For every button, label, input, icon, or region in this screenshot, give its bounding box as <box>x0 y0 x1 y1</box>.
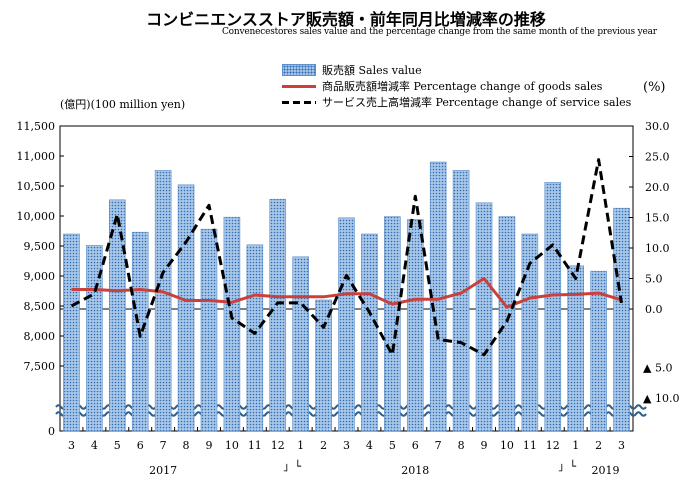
left-tick-label: 9,000 <box>24 270 56 283</box>
x-tick-label: 1 <box>297 439 304 452</box>
right-negative-tick-label: ▲ 5.0 <box>643 362 672 375</box>
year-label: 2017 <box>149 464 177 477</box>
right-tick-label: 10.0 <box>645 242 670 255</box>
right-negative-tick-label: ▲ 10.0 <box>643 392 679 405</box>
sales-bar <box>590 270 607 432</box>
x-tick-label: 5 <box>114 439 121 452</box>
service-change-line <box>70 158 623 357</box>
x-tick-label: 7 <box>435 439 442 452</box>
right-tick-label: 25.0 <box>645 151 670 164</box>
sales-bar <box>498 216 516 432</box>
x-tick-label: 3 <box>68 439 75 452</box>
sales-bar <box>200 228 218 432</box>
x-tick-label: 8 <box>183 439 190 452</box>
sales-bar <box>452 170 470 432</box>
sales-bar <box>315 299 332 432</box>
sales-bar <box>613 207 630 432</box>
sales-bar <box>109 199 126 432</box>
x-tick-label: 1 <box>572 439 579 452</box>
x-tick-label: 4 <box>366 439 373 452</box>
sales-bar <box>86 245 103 432</box>
sales-bar <box>544 182 562 432</box>
legend-item-goods: 商品販売額増減率 Percentage change of goods sale… <box>282 78 631 94</box>
left-tick-label: 8,000 <box>24 330 56 343</box>
sales-bar <box>223 216 241 432</box>
right-tick-label: 15.0 <box>645 212 670 225</box>
right-tick-label: 0.0 <box>645 303 663 316</box>
sales-bar <box>521 233 539 432</box>
left-tick-label: 9,500 <box>24 240 56 253</box>
left-tick-label: 7,500 <box>24 360 56 373</box>
x-tick-label: 6 <box>137 439 144 452</box>
year-break-mark: 」└ <box>558 459 576 473</box>
sales-bar <box>338 217 355 432</box>
sales-bar <box>154 170 172 432</box>
x-tick-label: 3 <box>618 439 625 452</box>
x-tick-label: 2 <box>595 439 602 452</box>
left-tick-label: 10,000 <box>17 210 56 223</box>
legend: 販売額 Sales value 商品販売額増減率 Percentage chan… <box>282 62 631 110</box>
goods-change-line <box>71 277 622 309</box>
x-tick-label: 10 <box>225 439 239 452</box>
legend-label-sales: 販売額 Sales value <box>322 64 422 77</box>
sales-bar <box>406 219 424 432</box>
sales-bar <box>63 233 80 432</box>
legend-item-service: サービス売上高増減率 Percentage change of service … <box>282 94 631 110</box>
legend-swatch-sales <box>282 64 316 76</box>
sales-bar <box>361 233 378 432</box>
sales-bar <box>177 184 195 432</box>
chart-subtitle: Convenecestores sales value and the perc… <box>222 27 657 37</box>
sales-bar <box>384 216 401 432</box>
sales-bar <box>246 244 264 432</box>
right-tick-label: 30.0 <box>645 120 670 133</box>
left-origin-label: 0 <box>48 425 55 438</box>
x-tick-label: 9 <box>205 439 212 452</box>
left-tick-label: 10,500 <box>17 180 56 193</box>
x-tick-label: 5 <box>389 439 396 452</box>
left-axis-unit: (億円)(100 million yen) <box>60 98 186 111</box>
x-tick-label: 11 <box>523 439 537 452</box>
legend-label-goods: 商品販売額増減率 Percentage change of goods sale… <box>322 80 603 93</box>
sales-bar <box>269 198 287 432</box>
x-tick-label: 12 <box>546 439 560 452</box>
chart-title: コンビニエンスストア販売額・前年同月比増減率の推移 <box>146 10 546 29</box>
left-tick-label: 11,000 <box>17 150 56 163</box>
right-tick-label: 20.0 <box>645 181 670 194</box>
x-tick-label: 9 <box>481 439 488 452</box>
left-tick-label: 8,500 <box>24 300 56 313</box>
x-tick-label: 8 <box>458 439 465 452</box>
legend-swatch-goods <box>282 80 316 92</box>
year-break-mark: 」└ <box>283 459 301 473</box>
year-label: 2018 <box>401 464 429 477</box>
sales-bar <box>475 202 493 432</box>
sales-bar <box>567 265 585 432</box>
x-tick-label: 12 <box>271 439 285 452</box>
legend-item-sales: 販売額 Sales value <box>282 62 631 78</box>
x-tick-label: 11 <box>248 439 262 452</box>
right-tick-label: 5.0 <box>645 273 663 286</box>
x-tick-label: 3 <box>343 439 350 452</box>
sales-bar <box>292 256 309 432</box>
legend-label-service: サービス売上高増減率 Percentage change of service … <box>322 96 632 109</box>
x-tick-label: 7 <box>160 439 167 452</box>
x-tick-label: 4 <box>91 439 98 452</box>
x-tick-label: 6 <box>412 439 419 452</box>
year-label: 2019 <box>591 464 619 477</box>
x-tick-label: 2 <box>320 439 327 452</box>
x-tick-label: 10 <box>500 439 514 452</box>
legend-swatch-service <box>282 96 316 108</box>
right-axis-unit: (%) <box>643 80 666 95</box>
left-tick-label: 11,500 <box>17 120 56 133</box>
